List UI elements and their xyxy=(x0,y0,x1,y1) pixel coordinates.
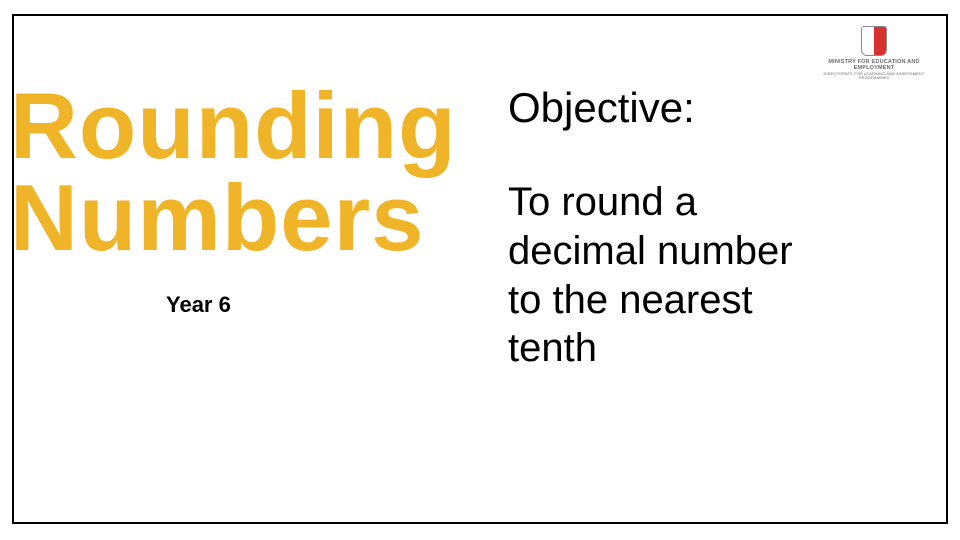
objective-heading: Objective: xyxy=(508,84,695,132)
crest-icon xyxy=(861,26,887,56)
crest-right xyxy=(874,27,886,55)
slide-subtitle: Year 6 xyxy=(166,292,231,318)
slide-title: Rounding Numbers xyxy=(10,80,480,264)
objective-body: To round a decimal number to the nearest… xyxy=(508,178,828,373)
logo-text-line2: DIRECTORATE FOR LEARNING AND ASSESSMENT … xyxy=(815,72,933,80)
slide: Rounding Numbers Year 6 Objective: To ro… xyxy=(0,0,960,540)
ministry-logo: MINISTRY FOR EDUCATION AND EMPLOYMENT DI… xyxy=(814,26,934,82)
crest-left xyxy=(862,27,874,55)
logo-text-line1: MINISTRY FOR EDUCATION AND EMPLOYMENT xyxy=(815,60,933,72)
logo-text: MINISTRY FOR EDUCATION AND EMPLOYMENT DI… xyxy=(815,60,933,80)
